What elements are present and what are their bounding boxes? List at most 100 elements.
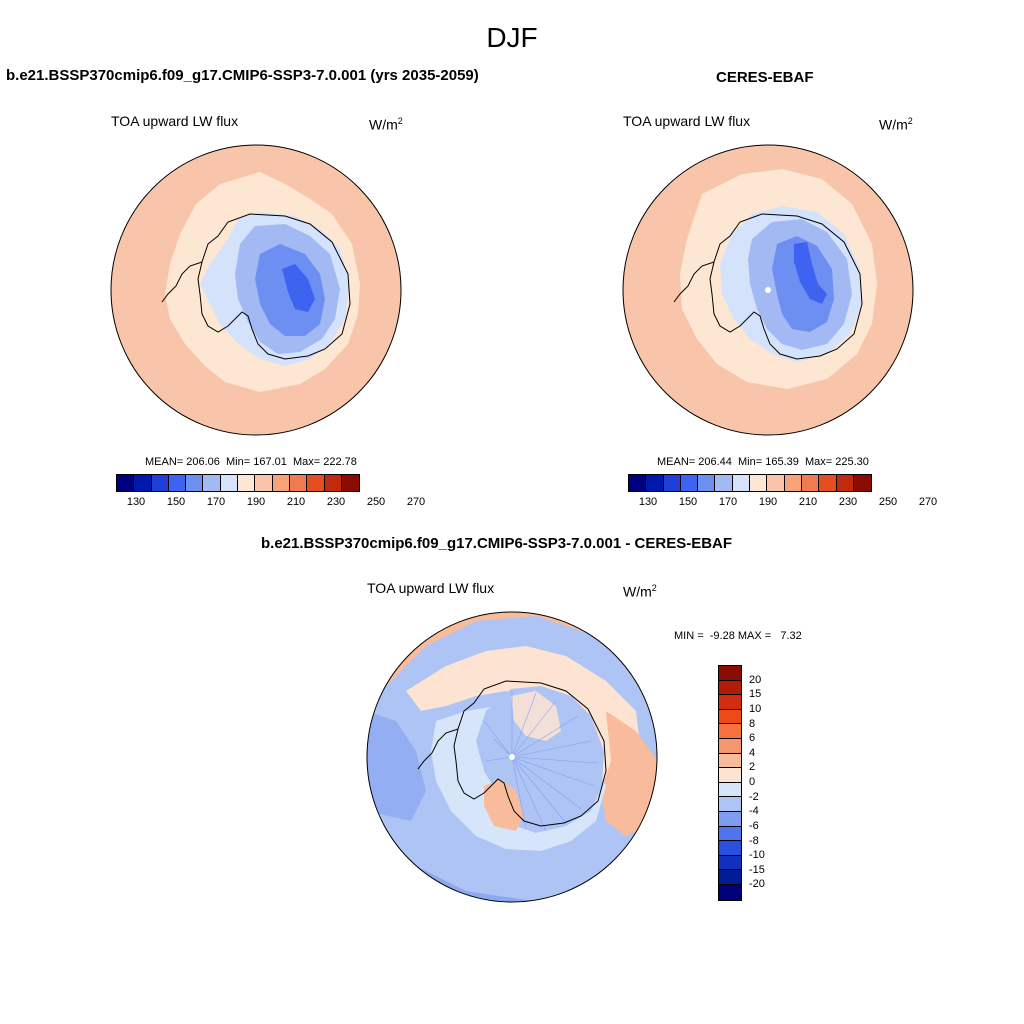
colorbar-tick-label: 150 — [166, 496, 186, 508]
diff-colorbar — [718, 665, 742, 901]
colorbar-tick-label: 8 — [749, 717, 756, 730]
colorbar-swatch — [646, 475, 664, 491]
diff-peninsula — [417, 728, 459, 770]
obs-pole-gap — [765, 287, 771, 293]
colorbar-swatch — [272, 475, 290, 491]
obs-units-label: W/m2 — [879, 116, 913, 133]
colorbar-swatch — [289, 475, 308, 491]
colorbar-tick-label: -20 — [749, 878, 765, 891]
obs-colorbar — [628, 474, 873, 492]
diff-polar-map — [366, 611, 658, 903]
diff-colorbar-ticks: 20 15 10 8 6 4 2 0 -2 -4 -6 -8 -10 -15 -20 — [745, 665, 785, 905]
colorbar-swatch — [719, 855, 741, 871]
model-peninsula — [161, 261, 203, 303]
diff-units-label: W/m2 — [623, 583, 657, 600]
colorbar-swatch — [719, 680, 741, 696]
colorbar-tick-label: 270 — [918, 496, 938, 508]
colorbar-tick-label: 210 — [798, 496, 818, 508]
obs-colorbar-ticks: 130 150 170 190 210 230 250 270 — [628, 496, 937, 510]
colorbar-tick-label: 190 — [246, 496, 266, 508]
colorbar-tick-label: 170 — [206, 496, 226, 508]
colorbar-swatch — [719, 841, 741, 856]
colorbar-tick-label: -4 — [749, 805, 759, 818]
colorbar-swatch — [307, 475, 325, 491]
colorbar-tick-label: -10 — [749, 849, 765, 862]
colorbar-swatch — [341, 475, 360, 491]
colorbar-tick-label: 190 — [758, 496, 778, 508]
colorbar-swatch — [168, 475, 187, 491]
model-panel-title: b.e21.BSSP370cmip6.f09_g17.CMIP6-SSP3-7.… — [6, 67, 479, 84]
model-units-label: W/m2 — [369, 116, 403, 133]
colorbar-swatch — [853, 475, 872, 491]
diff-coastline — [453, 680, 607, 827]
colorbar-swatch — [238, 475, 256, 491]
colorbar-tick-label: 15 — [749, 688, 762, 701]
obs-ice-deep — [794, 242, 827, 304]
colorbar-swatch — [801, 475, 820, 491]
colorbar-swatch — [819, 475, 837, 491]
diff-east-positive — [601, 711, 657, 836]
colorbar-swatch — [186, 475, 204, 491]
colorbar-swatch — [750, 475, 768, 491]
colorbar-swatch — [719, 782, 741, 798]
diff-panel-title: b.e21.BSSP370cmip6.f09_g17.CMIP6-SSP3-7.… — [261, 535, 733, 552]
colorbar-swatch — [134, 475, 152, 491]
diff-pole-rays — [483, 691, 599, 832]
colorbar-swatch — [719, 811, 741, 827]
colorbar-tick-label: 10 — [749, 702, 762, 715]
diff-ross-positive — [484, 779, 524, 831]
model-ice-deep — [282, 264, 315, 312]
colorbar-swatch — [324, 475, 342, 491]
colorbar-tick-label: 2 — [749, 761, 756, 774]
colorbar-tick-label: 0 — [749, 776, 756, 788]
colorbar-swatch — [719, 768, 741, 783]
colorbar-tick-label: 20 — [749, 673, 762, 686]
colorbar-swatch — [732, 475, 751, 491]
colorbar-swatch — [629, 475, 647, 491]
colorbar-swatch — [836, 475, 854, 491]
colorbar-tick-label: 170 — [718, 496, 738, 508]
colorbar-swatch — [117, 475, 135, 491]
colorbar-swatch — [719, 724, 741, 739]
colorbar-tick-label: 250 — [366, 496, 386, 508]
colorbar-swatch — [203, 475, 221, 491]
diff-stats: MIN = -9.28 MAX = 7.32 — [674, 630, 802, 642]
colorbar-tick-label: -8 — [749, 834, 759, 847]
model-colorbar-ticks: 130 150 170 190 210 230 250 270 — [116, 496, 425, 510]
model-colorbar — [116, 474, 361, 492]
obs-coastline — [709, 213, 863, 360]
colorbar-swatch — [719, 797, 741, 812]
colorbar-swatch — [255, 475, 273, 491]
colorbar-tick-label: -6 — [749, 819, 759, 832]
colorbar-swatch — [719, 826, 741, 842]
colorbar-tick-label: 4 — [749, 746, 756, 759]
colorbar-swatch — [719, 666, 741, 681]
model-polar-map — [110, 144, 402, 436]
colorbar-tick-label: -15 — [749, 863, 765, 876]
colorbar-tick-label: 130 — [126, 496, 146, 508]
obs-variable-label: TOA upward LW flux — [623, 113, 751, 129]
diff-west-negative — [367, 711, 426, 821]
diff-pole-gap — [509, 754, 515, 760]
obs-panel-title: CERES-EBAF — [716, 69, 814, 86]
colorbar-swatch — [715, 475, 733, 491]
colorbar-swatch — [719, 884, 741, 900]
colorbar-tick-label: 150 — [678, 496, 698, 508]
obs-polar-map — [622, 144, 914, 436]
diff-variable-label: TOA upward LW flux — [367, 580, 495, 596]
colorbar-tick-label: 270 — [406, 496, 426, 508]
colorbar-swatch — [719, 709, 741, 725]
colorbar-tick-label: 6 — [749, 732, 756, 745]
model-coastline — [197, 213, 351, 360]
colorbar-swatch — [767, 475, 785, 491]
colorbar-swatch — [719, 753, 741, 769]
colorbar-swatch — [719, 738, 741, 754]
model-variable-label: TOA upward LW flux — [111, 113, 239, 129]
colorbar-tick-label: 250 — [878, 496, 898, 508]
colorbar-tick-label: 230 — [838, 496, 858, 508]
colorbar-swatch — [784, 475, 802, 491]
obs-peninsula — [673, 261, 715, 303]
colorbar-swatch — [698, 475, 716, 491]
colorbar-tick-label: -2 — [749, 790, 759, 803]
colorbar-swatch — [719, 695, 741, 710]
